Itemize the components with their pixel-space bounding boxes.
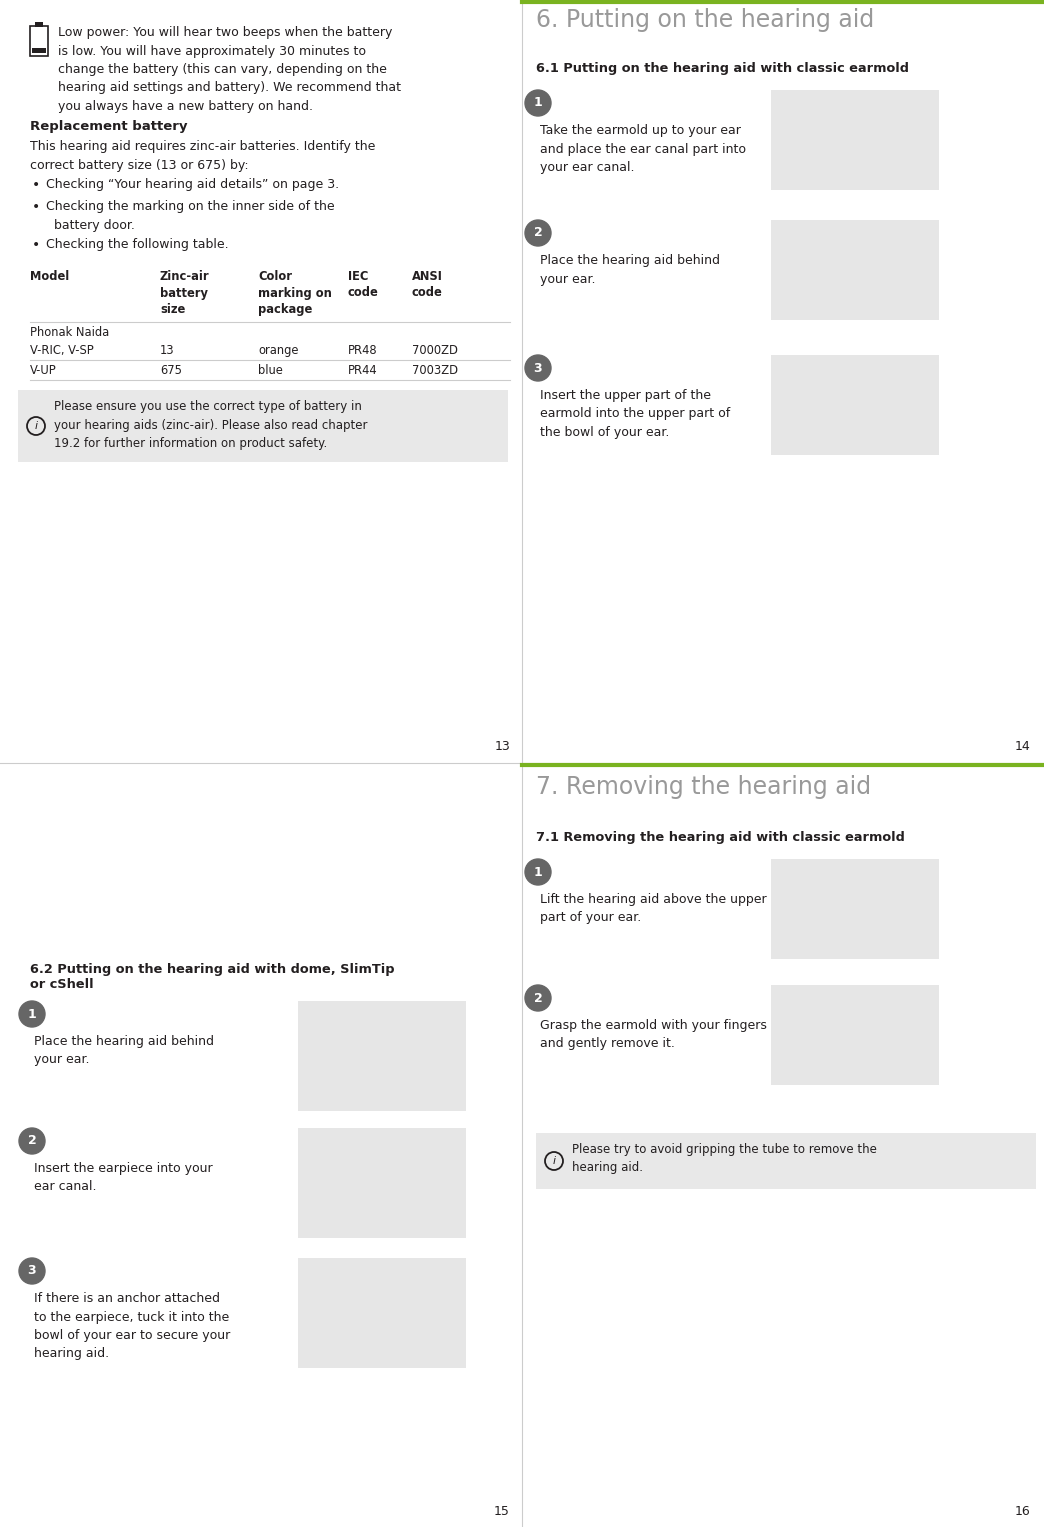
Text: •: •	[32, 179, 41, 192]
Text: 7003ZD: 7003ZD	[412, 363, 458, 377]
Text: 14: 14	[1015, 741, 1030, 753]
Circle shape	[19, 1002, 45, 1028]
Circle shape	[19, 1258, 45, 1284]
Circle shape	[525, 354, 551, 382]
Text: V-RIC, V-SP: V-RIC, V-SP	[30, 344, 94, 357]
Text: Insert the upper part of the
earmold into the upper part of
the bowl of your ear: Insert the upper part of the earmold int…	[540, 389, 730, 438]
Text: If there is an anchor attached
to the earpiece, tuck it into the
bowl of your ea: If there is an anchor attached to the ea…	[34, 1292, 231, 1361]
Text: 2: 2	[27, 1135, 37, 1147]
Text: IEC
code: IEC code	[348, 270, 379, 299]
Text: 3: 3	[533, 362, 542, 374]
Text: 15: 15	[494, 1506, 511, 1518]
Text: Insert the earpiece into your
ear canal.: Insert the earpiece into your ear canal.	[34, 1162, 213, 1194]
Bar	[772, 985, 939, 1086]
Text: Please try to avoid gripping the tube to remove the
hearing aid.: Please try to avoid gripping the tube to…	[572, 1144, 877, 1174]
Text: This hearing aid requires zinc-air batteries. Identify the
correct battery size : This hearing aid requires zinc-air batte…	[30, 140, 376, 171]
Text: 1: 1	[533, 866, 543, 878]
Text: Checking the following table.: Checking the following table.	[46, 238, 229, 250]
Text: i: i	[34, 421, 38, 431]
Text: i: i	[552, 1156, 555, 1167]
Text: 16: 16	[1015, 1506, 1030, 1518]
Text: 6. Putting on the hearing aid: 6. Putting on the hearing aid	[536, 8, 874, 32]
Text: orange: orange	[258, 344, 299, 357]
Bar	[772, 90, 939, 189]
Bar	[772, 860, 939, 959]
Text: 1: 1	[27, 1008, 37, 1020]
Text: •: •	[32, 200, 41, 214]
Bar	[18, 389, 508, 463]
Text: 13: 13	[160, 344, 174, 357]
Text: 7.1 Removing the hearing aid with classic earmold: 7.1 Removing the hearing aid with classi…	[536, 831, 905, 844]
Text: Replacement battery: Replacement battery	[30, 121, 188, 133]
Circle shape	[525, 860, 551, 886]
Text: Take the earmold up to your ear
and place the ear canal part into
your ear canal: Take the earmold up to your ear and plac…	[540, 124, 746, 174]
Text: Checking the marking on the inner side of the
  battery door.: Checking the marking on the inner side o…	[46, 200, 335, 232]
Text: Grasp the earmold with your fingers
and gently remove it.: Grasp the earmold with your fingers and …	[540, 1019, 767, 1051]
Text: Place the hearing aid behind
your ear.: Place the hearing aid behind your ear.	[34, 1035, 214, 1066]
Circle shape	[525, 90, 551, 116]
Text: 2: 2	[533, 991, 543, 1005]
Bar	[32, 47, 46, 53]
Text: 2: 2	[533, 226, 543, 240]
Text: 6.1 Putting on the hearing aid with classic earmold: 6.1 Putting on the hearing aid with clas…	[536, 63, 909, 75]
Text: 6.2 Putting on the hearing aid with dome, SlimTip
or cShell: 6.2 Putting on the hearing aid with dome…	[30, 964, 395, 991]
Text: 1: 1	[533, 96, 543, 110]
Text: 7000ZD: 7000ZD	[412, 344, 458, 357]
Bar	[298, 1128, 466, 1238]
Text: Low power: You will hear two beeps when the battery
is low. You will have approx: Low power: You will hear two beeps when …	[58, 26, 401, 113]
Bar	[35, 21, 43, 27]
Circle shape	[525, 220, 551, 246]
Bar	[536, 1133, 1036, 1190]
Text: V-UP: V-UP	[30, 363, 56, 377]
Text: 7. Removing the hearing aid: 7. Removing the hearing aid	[536, 776, 871, 799]
Bar	[30, 26, 48, 56]
Text: 3: 3	[28, 1264, 37, 1278]
Text: PR44: PR44	[348, 363, 378, 377]
Bar	[772, 220, 939, 321]
Text: 13: 13	[494, 741, 511, 753]
Bar	[298, 1258, 466, 1368]
Text: ANSI
code: ANSI code	[412, 270, 443, 299]
Text: Phonak Naida: Phonak Naida	[30, 325, 110, 339]
Bar	[772, 354, 939, 455]
Text: Color
marking on
package: Color marking on package	[258, 270, 332, 316]
Text: Zinc-air
battery
size: Zinc-air battery size	[160, 270, 210, 316]
Text: Model: Model	[30, 270, 69, 282]
Text: Please ensure you use the correct type of battery in
your hearing aids (zinc-air: Please ensure you use the correct type o…	[54, 400, 367, 450]
Text: blue: blue	[258, 363, 283, 377]
Text: •: •	[32, 238, 41, 252]
Text: Lift the hearing aid above the upper
part of your ear.: Lift the hearing aid above the upper par…	[540, 893, 766, 924]
Text: 675: 675	[160, 363, 182, 377]
Circle shape	[525, 985, 551, 1011]
Circle shape	[19, 1128, 45, 1154]
Text: PR48: PR48	[348, 344, 378, 357]
Text: Checking “Your hearing aid details” on page 3.: Checking “Your hearing aid details” on p…	[46, 179, 339, 191]
Bar	[298, 1002, 466, 1112]
Text: Place the hearing aid behind
your ear.: Place the hearing aid behind your ear.	[540, 253, 720, 286]
